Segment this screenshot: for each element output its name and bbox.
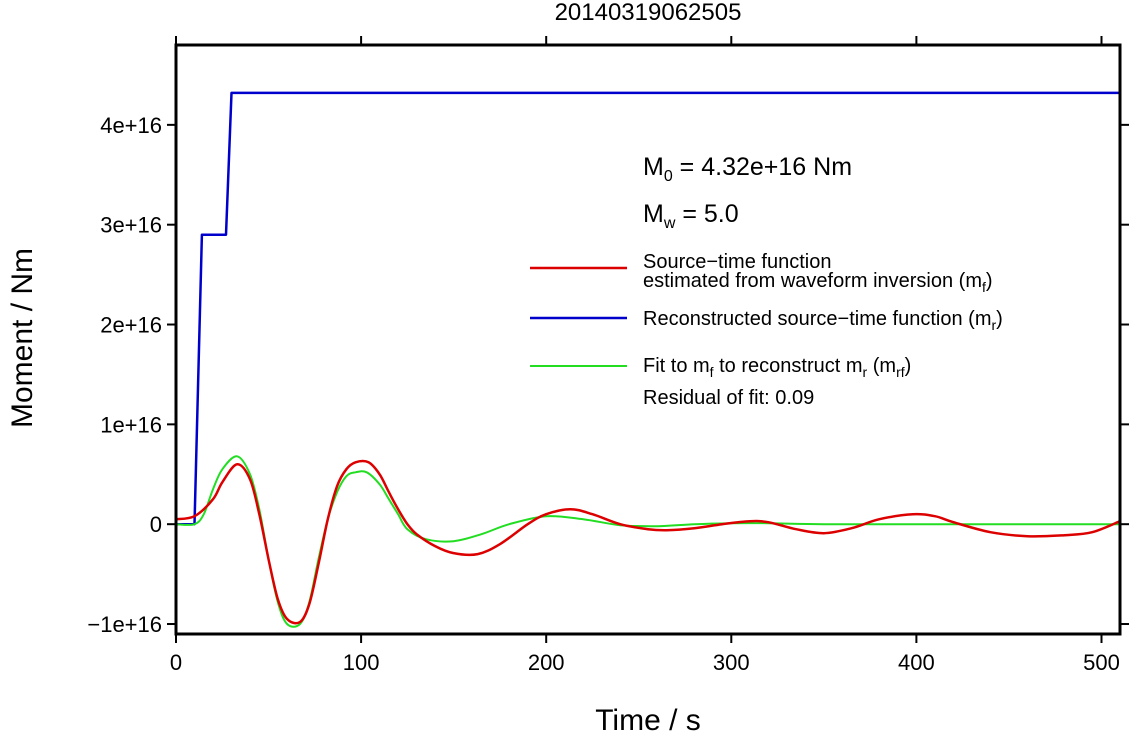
mw-annotation: Mw = 5.0 xyxy=(643,200,739,232)
legend: Source−time function estimated from wave… xyxy=(530,251,1003,409)
y-tick-label: 0 xyxy=(150,512,162,537)
plot-frame xyxy=(174,43,1122,636)
chart-title: 20140319062505 xyxy=(555,0,742,26)
m0-annotation: M0 = 4.32e+16 Nm xyxy=(643,153,852,185)
legend-label-mrf: Fit to mf to reconstruct mr (mrf) xyxy=(643,355,911,380)
legend-label-mf-line2: estimated from waveform inversion (mf) xyxy=(643,270,993,295)
y-tick-label: −1e+16 xyxy=(87,612,162,637)
legend-label-mf-line1: Source−time function xyxy=(643,251,831,273)
x-tick-label: 400 xyxy=(898,650,935,675)
series-layer xyxy=(175,91,1121,628)
x-tick-label: 500 xyxy=(1083,650,1120,675)
y-tick-label: 1e+16 xyxy=(100,412,162,437)
y-tick-label: 3e+16 xyxy=(100,213,162,238)
y-axis-title: Moment / Nm xyxy=(6,248,39,428)
x-axis: 0 100 200 300 400 500 xyxy=(170,36,1120,675)
x-tick-label: 200 xyxy=(528,650,565,675)
series-line-mrf xyxy=(175,455,1120,628)
series-line-mf xyxy=(175,459,1121,625)
y-axis: −1e+16 0 1e+16 2e+16 3e+16 4e+16 xyxy=(87,113,1129,637)
x-tick-label: 300 xyxy=(713,650,750,675)
x-axis-title: Time / s xyxy=(595,704,701,734)
y-tick-label: 2e+16 xyxy=(100,313,162,338)
legend-label-mr: Reconstructed source−time function (mr) xyxy=(643,308,1003,333)
x-tick-label: 0 xyxy=(170,650,182,675)
x-tick-label: 100 xyxy=(343,650,380,675)
residual-annotation: Residual of fit: 0.09 xyxy=(643,387,814,409)
y-tick-label: 4e+16 xyxy=(100,113,162,138)
